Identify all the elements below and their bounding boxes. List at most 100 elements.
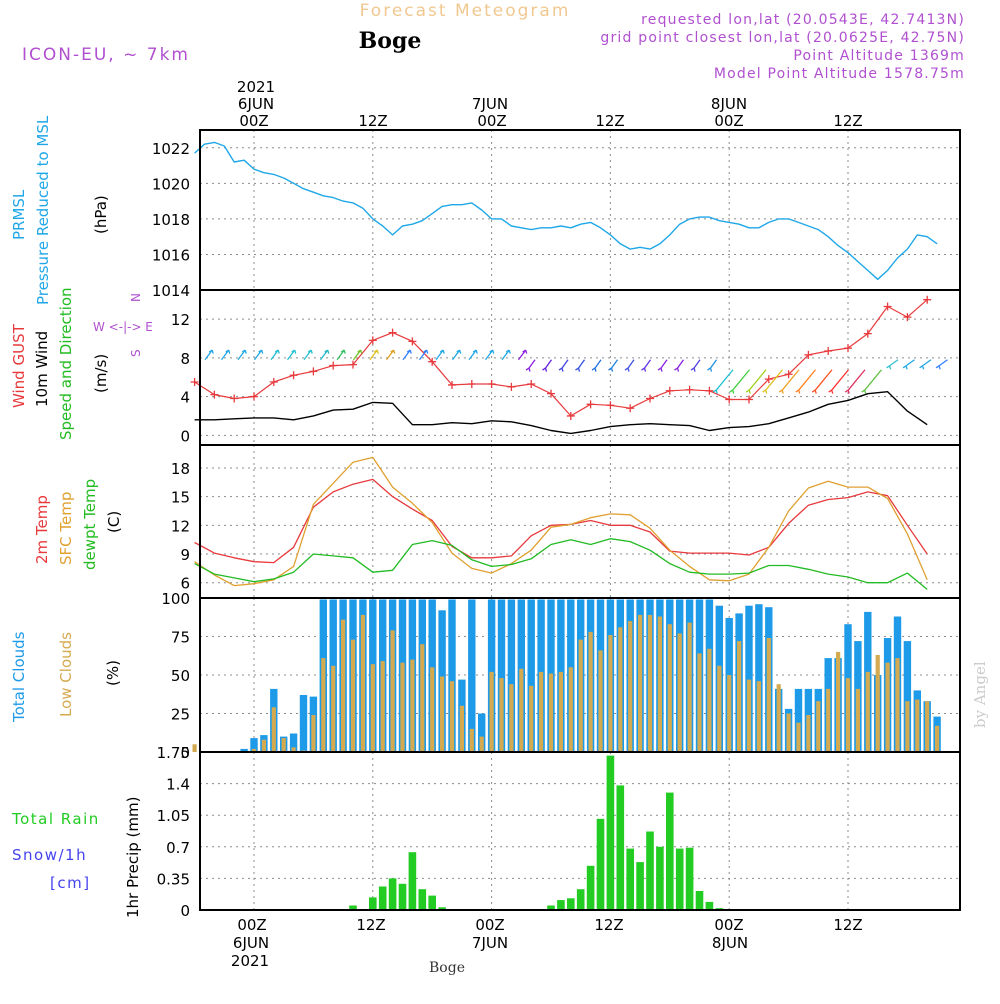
gust-marker — [269, 378, 278, 387]
low-cloud-bar — [935, 725, 940, 752]
gust-marker — [507, 382, 516, 391]
low-cloud-bar — [311, 715, 316, 752]
rain-bar — [428, 895, 436, 910]
low-cloud-bar — [271, 707, 276, 752]
bottom-year: 2021 — [231, 952, 269, 970]
low-cloud-bar — [776, 684, 781, 752]
y-tick-label: 50 — [171, 667, 190, 685]
wind-direction-arrow — [902, 359, 915, 370]
low-cloud-bar — [578, 639, 583, 752]
low-cloud-bar — [855, 688, 860, 752]
rain-bar — [576, 889, 585, 910]
model-altitude: Model Point Altitude 1578.75m — [714, 66, 965, 82]
low-cloud-bar — [885, 662, 890, 752]
gust-marker — [586, 400, 595, 409]
low-cloud-bar — [796, 722, 801, 752]
y-tick-label: 1022 — [152, 140, 190, 158]
top-hour-tick: 12Z — [358, 112, 387, 130]
pressure-label-long: Pressure Reduced to MSL — [34, 115, 52, 305]
bottom-hour-tick: 12Z — [356, 916, 385, 934]
panels: 1014 1016 1018 1020 1022 0 4 8 12 6 9 12 15 18 0 25 50 75… — [152, 129, 961, 920]
clouds-unit: (%) — [104, 660, 122, 686]
low-cloud-bar — [558, 671, 563, 752]
wind-direction-arrow — [608, 359, 619, 372]
gust-marker — [230, 394, 239, 403]
gust-marker — [725, 395, 734, 404]
wind-direction-arrow — [501, 349, 511, 361]
gust-marker — [329, 361, 338, 370]
y-tick-label: 9 — [180, 546, 190, 564]
pressure-panel-frame — [199, 129, 961, 291]
low-cloud-bar — [816, 701, 821, 752]
low-cloud-bar — [925, 701, 930, 752]
clouds-panel: 0 25 50 75 100 — [161, 590, 960, 762]
gust-marker — [903, 313, 912, 322]
wind-compass: W <-|-> E — [93, 320, 153, 334]
rain-bar — [695, 891, 704, 910]
requested-coords: requested lon,lat (20.0543E, 42.7413N) — [641, 12, 965, 28]
y-tick-label: 8 — [180, 350, 190, 368]
y-tick-label: 18 — [171, 460, 190, 478]
low-cloud-bar — [261, 739, 266, 752]
top-hour-tick: 12Z — [595, 112, 624, 130]
low-cloud-bar — [430, 667, 435, 752]
t2m-line — [194, 478, 928, 564]
total-cloud-bar — [497, 599, 506, 752]
snow-label: Snow/1h — [12, 846, 87, 864]
low-cloud-bar — [321, 658, 326, 752]
wind-direction-arrow — [525, 359, 536, 372]
low-cloud-bar — [786, 713, 791, 752]
top-hour-tick: 00Z — [239, 112, 268, 130]
gust-marker — [883, 302, 892, 311]
y-tick-label: 6 — [180, 575, 190, 593]
bottom-hour-tick: 00Z — [475, 916, 504, 934]
y-tick-label: 12 — [171, 517, 190, 535]
wind-direction-arrow — [624, 359, 635, 372]
low-clouds-label: Low Clouds — [57, 632, 75, 717]
low-cloud-bar — [618, 627, 623, 752]
rain-bar — [557, 900, 565, 910]
low-cloud-bar — [727, 675, 732, 752]
rain-bar — [606, 755, 615, 910]
low-cloud-bar — [836, 651, 841, 752]
rain-bar — [666, 792, 674, 910]
gust-marker — [606, 401, 615, 410]
top-hour-tick: 00Z — [477, 112, 506, 130]
low-cloud-bar — [756, 681, 761, 752]
low-cloud-bar — [499, 678, 504, 752]
wind-gust-label: Wind GUST — [10, 323, 28, 408]
top-time-axis: 2021 6JUN 7JUN 8JUN 00Z 12Z 00Z 12Z 00Z … — [237, 78, 863, 130]
wind-direction-arrow — [451, 349, 462, 361]
low-cloud-bar — [410, 659, 415, 752]
low-cloud-bar — [440, 676, 445, 752]
gust-marker — [665, 386, 674, 395]
model-label: ICON-EU, ~ 7km — [22, 45, 190, 65]
y-tick-label: 1.05 — [157, 807, 190, 825]
precip-panel-frame — [199, 751, 961, 911]
total-cloud-bar — [468, 599, 476, 752]
y-tick-label: 1.75 — [157, 744, 190, 762]
low-cloud-bar — [737, 641, 742, 752]
rain-bar — [438, 907, 446, 910]
credit: by Angel — [971, 661, 989, 728]
total-cloud-bar — [289, 733, 298, 752]
low-cloud-bar — [628, 621, 633, 752]
wind-direction-arrow — [641, 359, 652, 372]
low-cloud-bar — [509, 684, 514, 752]
low-cloud-bar — [647, 614, 653, 752]
low-cloud-bar — [766, 638, 771, 752]
rain-label: Total Rain — [11, 810, 100, 828]
gust-marker — [844, 344, 852, 353]
low-cloud-bar — [875, 655, 880, 752]
footer-station: Boge — [429, 960, 465, 976]
wind-direction-arrow — [542, 359, 553, 372]
top-day-6jun: 6JUN — [238, 95, 274, 113]
low-cloud-bar — [806, 715, 811, 752]
y-tick-label: 1.4 — [166, 776, 190, 794]
wind-direction-arrow — [484, 349, 495, 361]
y-tick-label: 1018 — [152, 211, 190, 229]
gust-marker — [764, 375, 773, 384]
gust-marker — [467, 379, 476, 388]
wind-compass-s: S — [129, 349, 143, 357]
gust-marker — [626, 404, 635, 413]
